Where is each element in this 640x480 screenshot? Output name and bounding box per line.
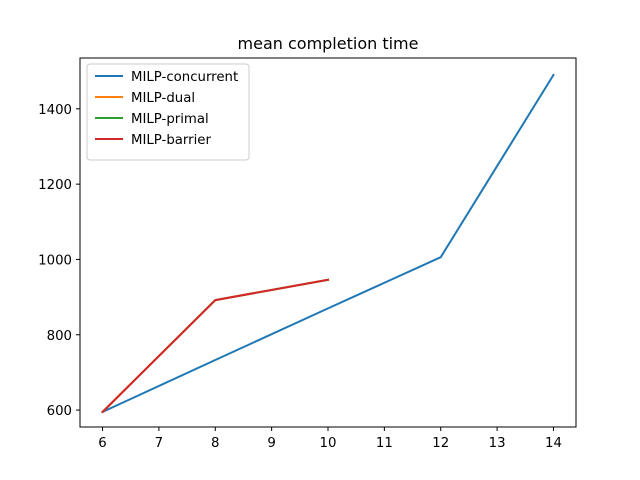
x-tick-label: 13 bbox=[489, 436, 506, 451]
x-tick-label: 7 bbox=[155, 436, 163, 451]
chart-title: mean completion time bbox=[238, 34, 419, 53]
x-tick-label: 11 bbox=[376, 436, 393, 451]
y-tick-label: 1400 bbox=[38, 103, 72, 118]
x-tick-label: 12 bbox=[432, 436, 449, 451]
y-tick-label: 1200 bbox=[38, 178, 72, 193]
x-tick-label: 9 bbox=[267, 436, 275, 451]
series-line-milp-barrier bbox=[101, 278, 330, 414]
series-line-milp-concurrent bbox=[101, 73, 555, 414]
legend: MILP-concurrent MILP-dual MILP-primal MILP-… bbox=[86, 63, 250, 161]
legend-box bbox=[86, 63, 250, 161]
x-tick-label: 10 bbox=[320, 436, 337, 451]
x-tick-label: 6 bbox=[98, 436, 106, 451]
y-tick-label: 600 bbox=[47, 404, 72, 419]
x-tick-label: 8 bbox=[211, 436, 219, 451]
legend-label-milp-barrier: MILP-barrier bbox=[131, 133, 211, 148]
axes-layer: 6 7 8 9 10 11 12 13 14 600 800 1000 1200 1400 bbox=[38, 57, 577, 451]
legend-label-milp-concurrent: MILP-concurrent bbox=[131, 70, 238, 85]
legend-label-milp-primal: MILP-primal bbox=[131, 112, 209, 127]
series-layer bbox=[101, 73, 555, 414]
y-tick-label: 800 bbox=[47, 329, 72, 344]
legend-label-milp-dual: MILP-dual bbox=[131, 91, 195, 106]
y-tick-label: 1000 bbox=[38, 253, 72, 268]
x-tick-label: 14 bbox=[545, 436, 562, 451]
